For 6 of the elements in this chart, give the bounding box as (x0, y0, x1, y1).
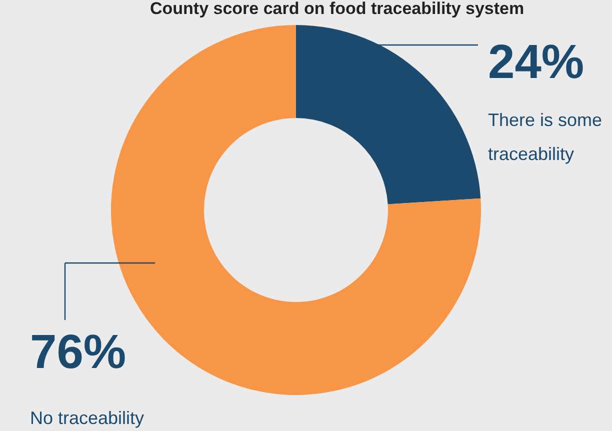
data-label: 76% (30, 326, 126, 379)
chart-title: County score card on food traceability system (150, 0, 524, 18)
slice-label: There is some traceability (488, 110, 602, 164)
slice-label: No traceability (30, 408, 144, 428)
data-label: 24% (488, 36, 584, 89)
donut-slice (296, 25, 481, 204)
